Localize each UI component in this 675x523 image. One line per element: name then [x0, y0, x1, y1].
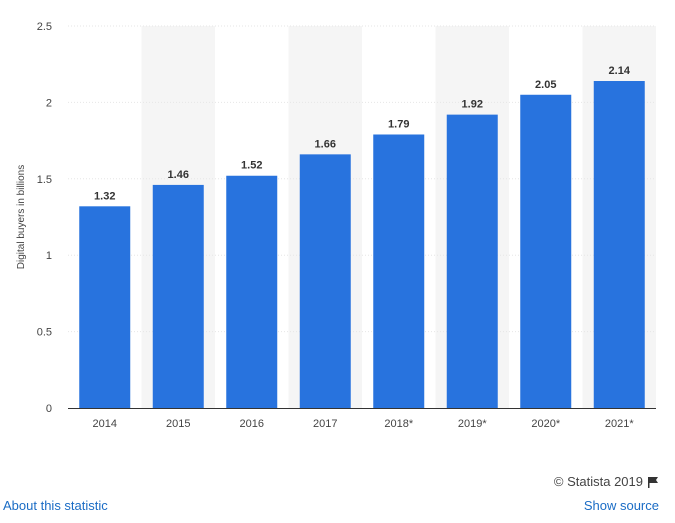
copyright-text: © Statista 2019 [553, 474, 643, 489]
y-tick-label: 0 [46, 403, 52, 415]
data-label: 2.14 [609, 65, 631, 77]
bar [79, 206, 131, 408]
data-label: 1.79 [388, 118, 409, 130]
data-label: 1.66 [315, 138, 336, 150]
bar [446, 114, 498, 409]
data-label: 1.92 [462, 99, 483, 111]
x-tick-label: 2017 [313, 418, 337, 430]
copyright-notice: © Statista 2019 [554, 474, 659, 489]
flag-icon[interactable] [647, 476, 659, 488]
bars [79, 81, 645, 409]
y-tick-label: 0.5 [37, 327, 52, 339]
y-tick-label: 2 [46, 97, 52, 109]
bar [226, 175, 278, 408]
data-label: 2.05 [535, 79, 556, 91]
x-tick-label: 2021* [605, 418, 634, 430]
x-tick-label: 2019* [458, 418, 487, 430]
y-axis-label: Digital buyers in billions [16, 165, 27, 270]
x-tick-label: 2014 [93, 418, 117, 430]
x-tick-label: 2016 [240, 418, 264, 430]
data-labels: 1.32 1.46 1.52 1.66 1.79 1.92 2.05 2.14 [94, 65, 631, 202]
bar [593, 81, 645, 409]
bar-chart: 00.511.522.5 1.321.461.521.661.791.922.0… [16, 21, 656, 430]
x-tick-label: 2018* [384, 418, 413, 430]
y-tick-label: 1.5 [37, 174, 52, 186]
bar [373, 134, 425, 408]
y-tick-label: 2.5 [37, 21, 52, 33]
data-label: 1.32 [94, 190, 115, 202]
bar [299, 154, 351, 408]
bar [152, 184, 204, 408]
x-tick-label: 2015 [166, 418, 190, 430]
y-axis-ticks: 0 0.5 1 1.5 2 2.5 [37, 21, 52, 415]
data-label: 1.46 [168, 169, 189, 181]
about-statistic-link[interactable]: About this statistic [3, 498, 108, 513]
x-tick-label: 2020* [531, 418, 560, 430]
data-label: 1.52 [241, 160, 262, 172]
show-source-link[interactable]: Show source [583, 498, 659, 513]
x-axis-ticks: 2014 2015 2016 2017 2018* 2019* 2020* 2021* [93, 418, 635, 430]
y-tick-label: 1 [46, 250, 52, 262]
bar [520, 94, 572, 408]
